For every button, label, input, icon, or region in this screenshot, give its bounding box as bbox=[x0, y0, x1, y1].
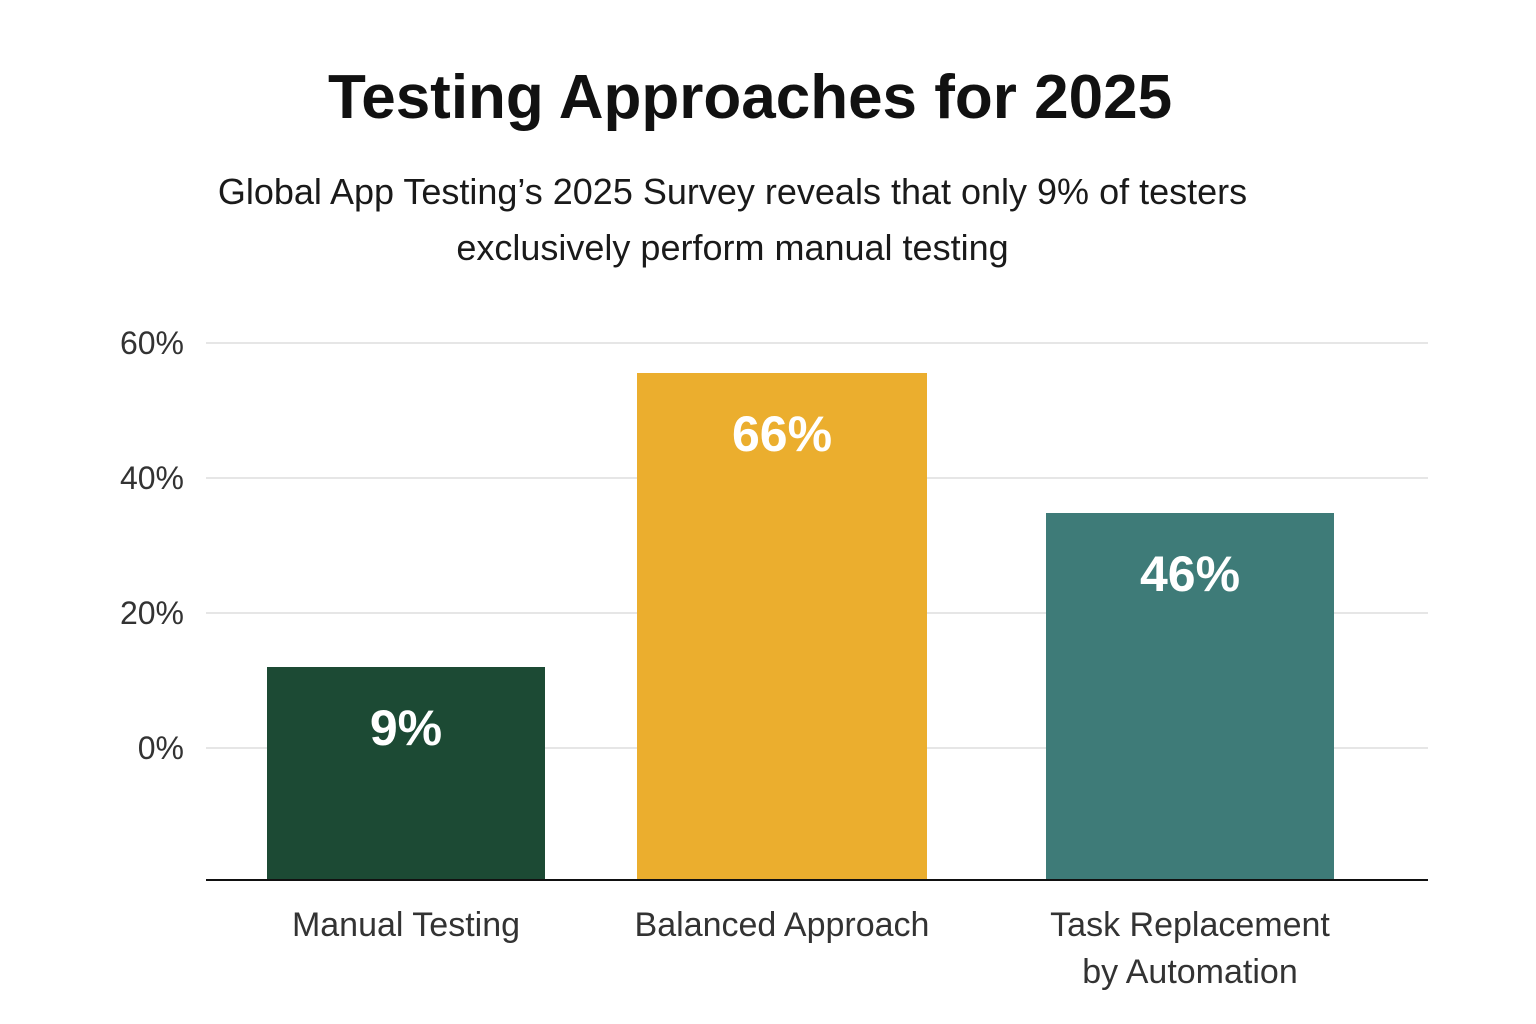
bar bbox=[637, 373, 927, 880]
bar bbox=[267, 667, 545, 880]
y-axis-ticks: 0% 20% 40% 60% bbox=[120, 325, 184, 766]
x-category-label: by Automation bbox=[1082, 953, 1297, 991]
x-category-label: Task Replacement bbox=[1050, 906, 1330, 944]
y-tick-label: 60% bbox=[120, 325, 184, 361]
bar bbox=[1046, 513, 1334, 880]
x-category-label: Manual Testing bbox=[292, 906, 520, 944]
bars: 9% 66% 46% bbox=[267, 373, 1334, 880]
y-tick-label: 0% bbox=[138, 730, 184, 766]
bar-value-label: 9% bbox=[370, 700, 442, 756]
bar-value-label: 46% bbox=[1140, 546, 1240, 602]
y-tick-label: 40% bbox=[120, 460, 184, 496]
x-category-label: Balanced Approach bbox=[635, 906, 930, 944]
bar-value-label: 66% bbox=[732, 406, 832, 462]
chart-subtitle: Global App Testing’s 2025 Survey reveals… bbox=[217, 171, 1248, 268]
x-axis-category-labels: Manual Testing Balanced Approach Task Repl… bbox=[292, 906, 1330, 991]
chart-title: Testing Approaches for 2025 bbox=[327, 63, 1173, 132]
y-tick-label: 20% bbox=[120, 595, 184, 631]
